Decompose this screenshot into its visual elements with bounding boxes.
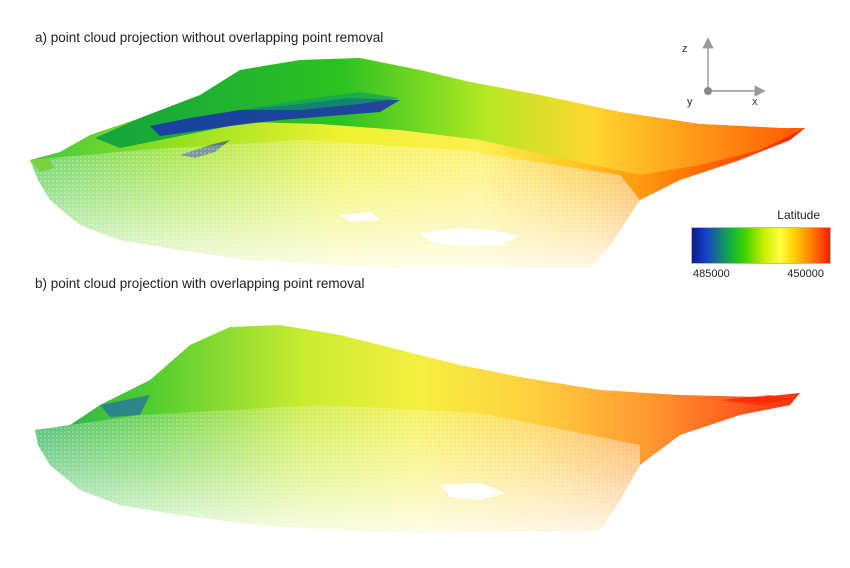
caption-panel-b: b) point cloud projection with overlappi…	[35, 276, 365, 291]
cloud-blue-band-a	[150, 98, 400, 136]
point-cloud-panel-b	[0, 315, 850, 545]
axis-arrows	[702, 37, 766, 97]
legend-min-label: 485000	[693, 268, 730, 280]
legend-max-label: 450000	[787, 268, 824, 280]
y-axis-label: y	[687, 96, 693, 108]
legend-colorbar	[691, 227, 831, 264]
point-cloud-panel-a	[0, 40, 850, 280]
legend-title: Latitude	[777, 208, 820, 222]
latitude-legend: Latitude 485000 450000	[690, 208, 835, 288]
axis-indicator: z y x	[680, 30, 780, 120]
z-axis-label: z	[682, 43, 688, 55]
x-axis-label: x	[752, 96, 758, 108]
caption-panel-a: a) point cloud projection without overla…	[35, 30, 384, 45]
cloud-overlap-a	[95, 58, 805, 175]
